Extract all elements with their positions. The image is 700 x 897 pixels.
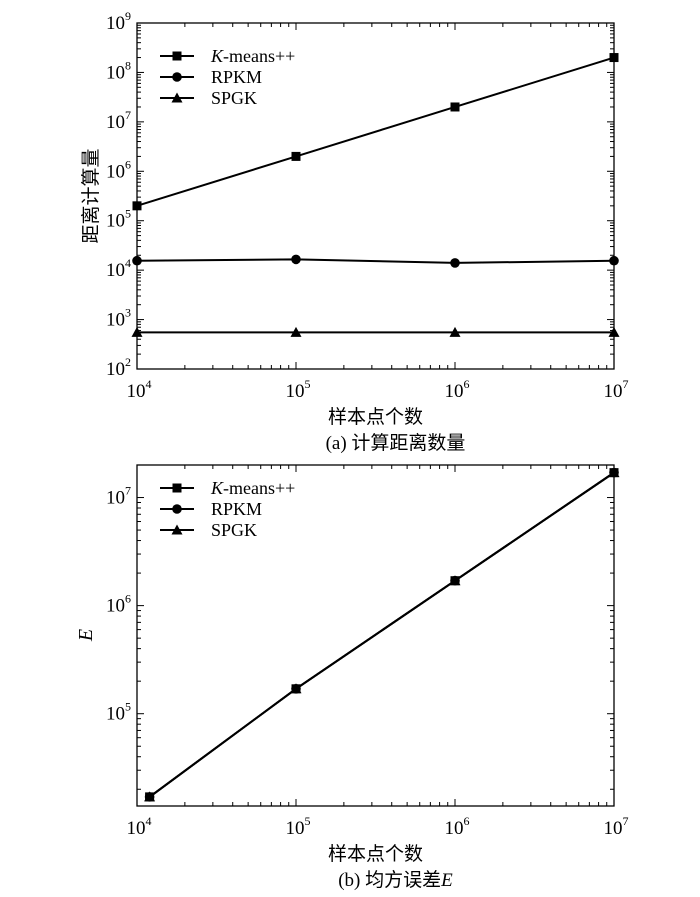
y-tick-label: 106 bbox=[106, 592, 131, 617]
legend-label: RPKM bbox=[211, 499, 262, 519]
data-point bbox=[450, 258, 460, 268]
y-axis-label: 距离计算量 bbox=[80, 148, 102, 243]
legend-label: SPGK bbox=[211, 88, 257, 108]
data-point bbox=[132, 201, 142, 211]
data-point bbox=[291, 151, 301, 161]
legend-label: K-means++ bbox=[210, 46, 295, 66]
legend-marker bbox=[172, 483, 182, 493]
data-point bbox=[609, 53, 619, 63]
series-line bbox=[136, 258, 615, 264]
x-tick-label: 107 bbox=[604, 377, 629, 402]
y-tick-label: 105 bbox=[106, 700, 131, 725]
legend-marker bbox=[171, 92, 183, 103]
data-point bbox=[290, 683, 302, 694]
legend-marker bbox=[171, 524, 183, 535]
y-tick-label: 107 bbox=[106, 484, 131, 509]
x-tick-label: 105 bbox=[286, 377, 311, 402]
legend-marker bbox=[172, 504, 182, 514]
x-axis-label: 样本点个数 bbox=[328, 406, 423, 428]
legend-marker bbox=[172, 72, 182, 82]
legend-label: K-means++ bbox=[210, 478, 295, 498]
y-axis-label: E bbox=[75, 629, 97, 642]
x-tick-label: 105 bbox=[286, 814, 311, 839]
series-spgk bbox=[131, 326, 620, 337]
data-point bbox=[608, 326, 620, 337]
plot-frame bbox=[136, 464, 615, 807]
legend-label: SPGK bbox=[211, 520, 257, 540]
y-tick-label: 104 bbox=[106, 256, 131, 281]
data-point bbox=[449, 326, 461, 337]
data-point bbox=[608, 467, 620, 478]
chart-panel-b: 104 105 106 107 105 106 107 样本点个数 E (b) 均方误差E K-me… bbox=[75, 464, 629, 891]
x-tick-label: 106 bbox=[445, 814, 470, 839]
x-tick-label: 104 bbox=[127, 814, 152, 839]
y-tick-label: 108 bbox=[106, 58, 131, 83]
y-tick-label: 109 bbox=[106, 9, 131, 34]
data-point bbox=[291, 254, 301, 265]
data-point bbox=[449, 575, 461, 586]
x-tick-label: 107 bbox=[604, 814, 629, 839]
y-tick-label: 103 bbox=[106, 306, 131, 331]
y-tick-label: 107 bbox=[106, 108, 131, 133]
data-point bbox=[290, 326, 302, 337]
legend-marker bbox=[172, 51, 182, 61]
x-axis-label: 样本点个数 bbox=[328, 843, 423, 865]
y-tick-label: 102 bbox=[106, 355, 131, 380]
legend-label: RPKM bbox=[211, 67, 262, 87]
chart-caption: (a) 计算距离数量 bbox=[326, 432, 466, 454]
plot-frame bbox=[136, 22, 615, 370]
series-line bbox=[136, 56, 615, 207]
chart-panel-a: 104 105 106 107 102 103 104 105 106 107 108 109 样本点个… bbox=[80, 9, 629, 454]
series-rpkm bbox=[132, 254, 619, 268]
series-spgk bbox=[144, 467, 620, 802]
data-point bbox=[450, 102, 460, 112]
y-tick-label: 105 bbox=[106, 207, 131, 232]
data-point bbox=[131, 326, 143, 337]
data-point bbox=[609, 255, 619, 266]
data-point bbox=[132, 255, 142, 266]
chart-caption: (b) 均方误差E bbox=[338, 869, 453, 891]
x-tick-label: 106 bbox=[445, 377, 470, 402]
data-point bbox=[144, 791, 156, 802]
y-tick-label: 106 bbox=[106, 157, 131, 182]
series-means bbox=[132, 53, 619, 211]
x-tick-label: 104 bbox=[127, 377, 152, 402]
series-line bbox=[148, 471, 615, 798]
